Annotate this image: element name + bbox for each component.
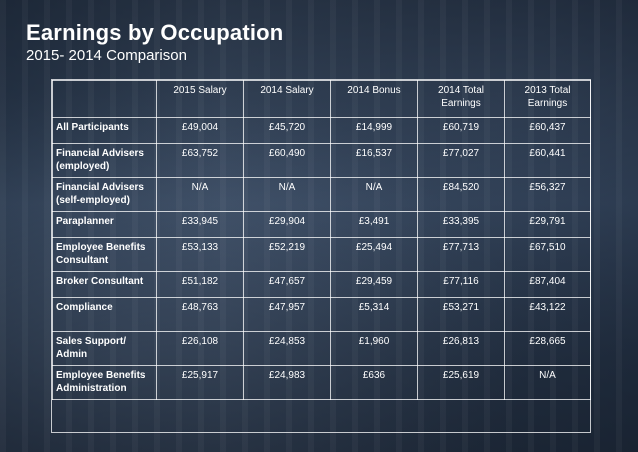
table-cell: £28,665 <box>504 331 591 366</box>
table-cell: £24,853 <box>243 331 331 366</box>
row-label: Paraplanner <box>52 211 157 238</box>
table-cell: N/A <box>330 177 418 212</box>
table-cell: £56,327 <box>504 177 591 212</box>
table-row: Employee Benefits Consultant £53,133 £52… <box>52 237 591 272</box>
row-label: Sales Support/ Admin <box>52 331 157 366</box>
row-label: Broker Consultant <box>52 271 157 298</box>
table-row: Employee Benefits Administration £25,917… <box>52 365 591 400</box>
table-cell: £47,957 <box>243 297 331 332</box>
table-row: Sales Support/ Admin £26,108 £24,853 £1,… <box>52 331 591 366</box>
table-cell: £84,520 <box>417 177 505 212</box>
header-cell: 2014 Total Earnings <box>417 80 505 118</box>
table-cell: £87,404 <box>504 271 591 298</box>
table-row: Financial Advisers (self-employed) N/A N… <box>52 177 591 212</box>
table-cell: £53,133 <box>156 237 244 272</box>
table-cell: £33,395 <box>417 211 505 238</box>
table-cell: £51,182 <box>156 271 244 298</box>
table-row: Broker Consultant £51,182 £47,657 £29,45… <box>52 271 591 298</box>
table-cell: £33,945 <box>156 211 244 238</box>
table-cell: £26,813 <box>417 331 505 366</box>
row-label: All Participants <box>52 117 157 144</box>
table-cell: £1,960 <box>330 331 418 366</box>
table-cell: £49,004 <box>156 117 244 144</box>
table-cell: £29,459 <box>330 271 418 298</box>
header-cell: 2014 Salary <box>243 80 331 118</box>
table-cell: £26,108 <box>156 331 244 366</box>
table-cell: N/A <box>243 177 331 212</box>
table-cell: N/A <box>156 177 244 212</box>
table-cell: £48,763 <box>156 297 244 332</box>
row-label: Employee Benefits Consultant <box>52 237 157 272</box>
table-cell: £29,791 <box>504 211 591 238</box>
table-cell: £63,752 <box>156 143 244 178</box>
row-label: Employee Benefits Administration <box>52 365 157 400</box>
row-label: Financial Advisers (employed) <box>52 143 157 178</box>
table-cell: £77,116 <box>417 271 505 298</box>
header-cell-empty <box>52 80 157 118</box>
table-cell: £77,713 <box>417 237 505 272</box>
table-cell: £25,494 <box>330 237 418 272</box>
table-cell: £53,271 <box>417 297 505 332</box>
table-cell: £43,122 <box>504 297 591 332</box>
table-cell: £67,510 <box>504 237 591 272</box>
table-cell: £636 <box>330 365 418 400</box>
table-cell: £25,619 <box>417 365 505 400</box>
table-row: All Participants £49,004 £45,720 £14,999… <box>52 117 591 144</box>
table-cell: £3,491 <box>330 211 418 238</box>
page-subtitle: 2015- 2014 Comparison <box>26 47 187 64</box>
table-cell: £25,917 <box>156 365 244 400</box>
header-cell: 2014 Bonus <box>330 80 418 118</box>
header-cell: 2015 Salary <box>156 80 244 118</box>
table-cell: £5,314 <box>330 297 418 332</box>
table-cell: £24,983 <box>243 365 331 400</box>
table-row: Compliance £48,763 £47,957 £5,314 £53,27… <box>52 297 591 332</box>
table-cell: £14,999 <box>330 117 418 144</box>
table-cell: N/A <box>504 365 591 400</box>
page-title: Earnings by Occupation <box>26 20 284 45</box>
header-cell: 2013 Total Earnings <box>504 80 591 118</box>
table-row: Paraplanner £33,945 £29,904 £3,491 £33,3… <box>52 211 591 238</box>
table-row: Financial Advisers (employed) £63,752 £6… <box>52 143 591 178</box>
earnings-table-frame: 2015 Salary 2014 Salary 2014 Bonus 2014 … <box>51 79 591 433</box>
table-cell: £47,657 <box>243 271 331 298</box>
table-cell: £16,537 <box>330 143 418 178</box>
table-cell: £60,441 <box>504 143 591 178</box>
table-cell: £60,490 <box>243 143 331 178</box>
table-cell: £60,437 <box>504 117 591 144</box>
earnings-table: 2015 Salary 2014 Salary 2014 Bonus 2014 … <box>52 80 591 400</box>
table-cell: £29,904 <box>243 211 331 238</box>
table-cell: £77,027 <box>417 143 505 178</box>
table-header-row: 2015 Salary 2014 Salary 2014 Bonus 2014 … <box>52 80 591 118</box>
row-label: Financial Advisers (self-employed) <box>52 177 157 212</box>
table-cell: £45,720 <box>243 117 331 144</box>
table-cell: £60,719 <box>417 117 505 144</box>
row-label: Compliance <box>52 297 157 332</box>
table-cell: £52,219 <box>243 237 331 272</box>
